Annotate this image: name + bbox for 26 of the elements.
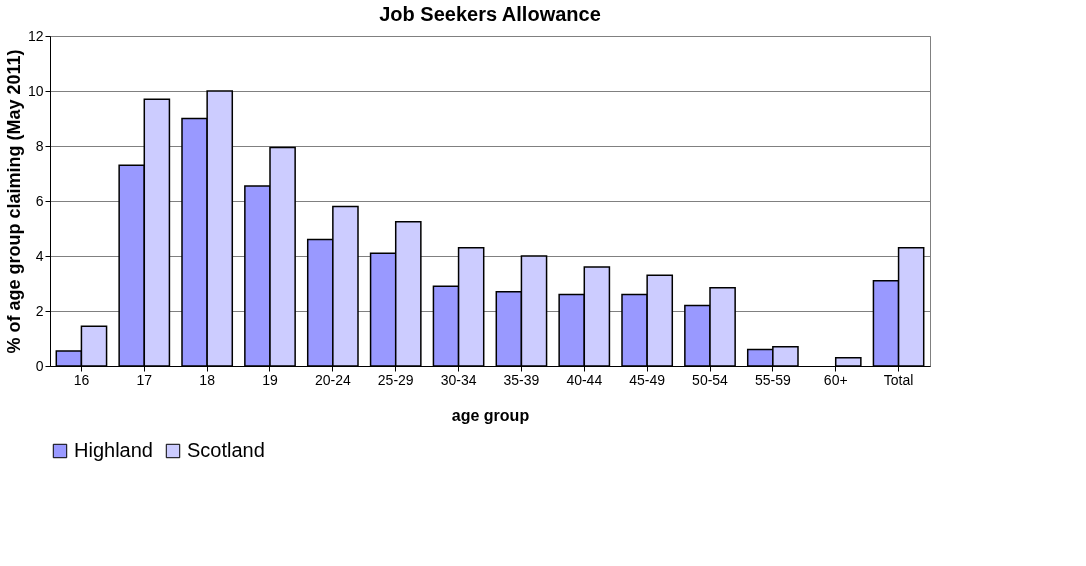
x-tick-label: 40-44 xyxy=(566,371,603,388)
x-tick-label: 17 xyxy=(136,371,153,388)
y-tick-label: 2 xyxy=(35,302,44,319)
chart-title: Job Seekers Allowance xyxy=(379,3,601,25)
x-tick-label: Total xyxy=(883,371,914,388)
x-tick-label: 18 xyxy=(199,371,216,388)
y-tick-label: 8 xyxy=(35,137,44,154)
y-tick-label: 10 xyxy=(27,82,44,99)
legend-label: Highland xyxy=(74,439,153,461)
x-tick-label: 60+ xyxy=(823,371,848,388)
y-tick-label: 0 xyxy=(35,357,44,374)
x-tick-label: 25-29 xyxy=(377,371,414,388)
x-tick-label: 35-39 xyxy=(503,371,540,388)
x-tick-label: 55-59 xyxy=(754,371,791,388)
y-tick-label: 12 xyxy=(27,27,44,44)
x-tick-label: 19 xyxy=(262,371,278,388)
x-tick-label: 30-34 xyxy=(440,371,477,388)
x-tick-label: 20-24 xyxy=(314,371,351,388)
x-tick-label: 50-54 xyxy=(692,371,729,388)
y-axis-title: % of age group claiming (May 2011) xyxy=(3,49,24,354)
x-axis-title: age group xyxy=(451,406,530,424)
x-tick-label: 45-49 xyxy=(629,371,666,388)
legend-label: Scotland xyxy=(187,439,265,461)
x-tick-label: 16 xyxy=(73,371,90,388)
y-tick-label: 6 xyxy=(35,192,44,209)
y-tick-label: 4 xyxy=(35,247,44,264)
